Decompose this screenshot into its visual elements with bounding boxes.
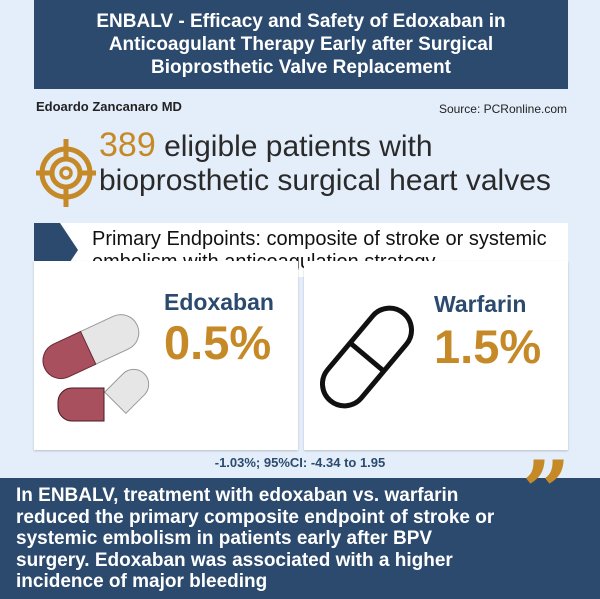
population-statement: 389 eligible patients with bioprosthetic… bbox=[99, 128, 600, 198]
quote-icon: ” bbox=[522, 442, 571, 541]
edoxaban-card: Edoxaban 0.5% bbox=[34, 261, 298, 450]
patient-count: 389 bbox=[99, 126, 156, 164]
confidence-interval: -1.03%; 95%CI: -4.34 to 1.95 bbox=[214, 455, 386, 470]
conclusion-text: In ENBALV, treatment with edoxaban vs. w… bbox=[16, 485, 495, 592]
pill-outline-icon bbox=[320, 305, 414, 409]
event-rate: 0.5% bbox=[164, 316, 272, 369]
warfarin-card: Warfarin 1.5% bbox=[304, 261, 568, 450]
drug-name: Warfarin bbox=[434, 291, 527, 317]
capsule-icon bbox=[42, 314, 150, 422]
event-rate: 1.5% bbox=[434, 320, 542, 373]
title-banner: ENBALV - Efficacy and Safety of Edoxaban… bbox=[34, 0, 568, 89]
conclusion-panel: In ENBALV, treatment with edoxaban vs. w… bbox=[0, 478, 600, 599]
target-icon bbox=[36, 139, 96, 207]
source: Source: PCRonline.com bbox=[438, 102, 567, 116]
title: ENBALV - Efficacy and Safety of Edoxaban… bbox=[96, 11, 506, 78]
author: Edoardo Zancanaro MD bbox=[36, 99, 182, 114]
drug-name: Edoxaban bbox=[164, 289, 274, 315]
population-text: eligible patients with bioprosthetic sur… bbox=[99, 130, 551, 197]
